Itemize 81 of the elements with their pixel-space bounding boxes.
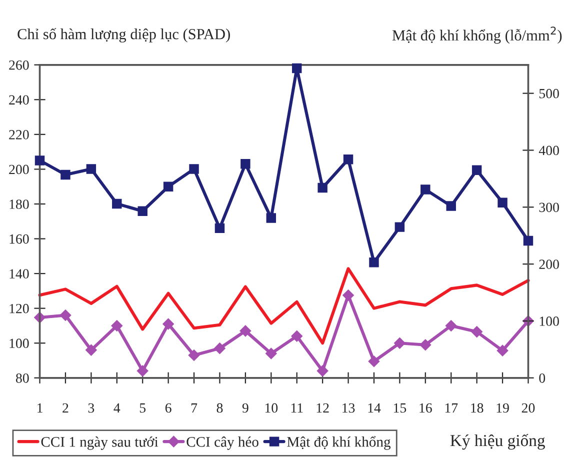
point [112,198,122,209]
point [266,213,276,223]
point [394,222,405,232]
y-tick-label: 180 [10,200,29,209]
y2-tick-label: 200 [539,260,559,270]
point [240,325,252,337]
x-tick-label: 15 [394,403,406,413]
x-tick-label: 1 [38,403,42,413]
y2-tick-label: 400 [538,146,559,156]
y2-tick-label: 300 [539,202,559,212]
x-axis-title: Ký hiệu giống [450,434,545,450]
point [368,356,380,367]
point [496,344,508,356]
point [498,198,508,208]
point [138,206,148,216]
legend-label: CCI 1 ngày sau tưới [41,436,158,450]
x-tick-label: 13 [342,403,355,413]
point [136,365,148,377]
point [86,164,96,174]
point [472,165,482,176]
x-tick-label: 12 [316,403,329,413]
y-tick-label: 140 [10,269,29,278]
point [342,290,354,301]
legend-label: Mật độ khí khổng [287,436,391,450]
x-tick-label: 3 [88,403,94,413]
point [240,159,250,169]
point [60,310,72,321]
point [420,184,430,194]
point [394,337,406,349]
y-tick-label: 100 [10,338,29,348]
x-tick-label: 14 [368,403,381,413]
point [446,320,457,332]
x-tick-label: 19 [496,403,509,413]
point [523,236,534,246]
point [471,326,482,338]
y-tick-label: 160 [10,234,29,244]
y-tick-label: 80 [16,373,29,383]
y2-tick-label: 100 [540,316,559,326]
point [318,182,328,193]
x-tick-label: 2 [62,403,68,413]
point [291,330,302,342]
y-tick-label: 200 [9,164,29,174]
point [343,154,354,164]
x-tick-label: 6 [165,403,172,413]
x-tick-label: 17 [445,403,458,413]
x-tick-label: 9 [242,403,248,413]
y2-tick-label: 0 [539,373,546,383]
point [86,344,97,356]
y-axis-title: Chỉ số hàm lượng diệp lục (SPAD) [18,28,230,42]
point [34,156,45,166]
point [316,365,328,377]
y-tick-label: 240 [9,95,29,105]
point [292,63,302,74]
line-series [38,267,530,345]
x-tick-label: 16 [420,403,432,413]
y2-tick-label: 500 [539,88,559,98]
point [214,342,226,354]
point [188,350,200,361]
x-tick-label: 20 [522,403,535,413]
x-tick-label: 4 [114,403,120,413]
point [60,170,70,180]
x-tick-label: 7 [191,403,198,413]
point [420,339,432,350]
x-tick-label: 18 [471,403,484,413]
point [163,182,174,192]
y-tick-label: 120 [10,304,29,314]
x-tick-label: 5 [140,403,146,413]
point [189,164,199,174]
point [111,320,122,332]
y2-axis-title: Mật độ khí khổng (lỗ/mm$^{2}$) [392,26,562,44]
x-tick-label: 11 [291,403,303,413]
point [446,201,456,211]
legend-label: CCI cây héo [186,436,258,450]
point [369,257,379,268]
point [162,318,174,330]
point [214,223,225,234]
y-tick-label: 260 [9,60,29,70]
point [266,348,277,360]
x-tick-label: 8 [216,403,223,413]
x-tick-label: 10 [265,403,278,413]
y-tick-label: 220 [9,130,29,140]
